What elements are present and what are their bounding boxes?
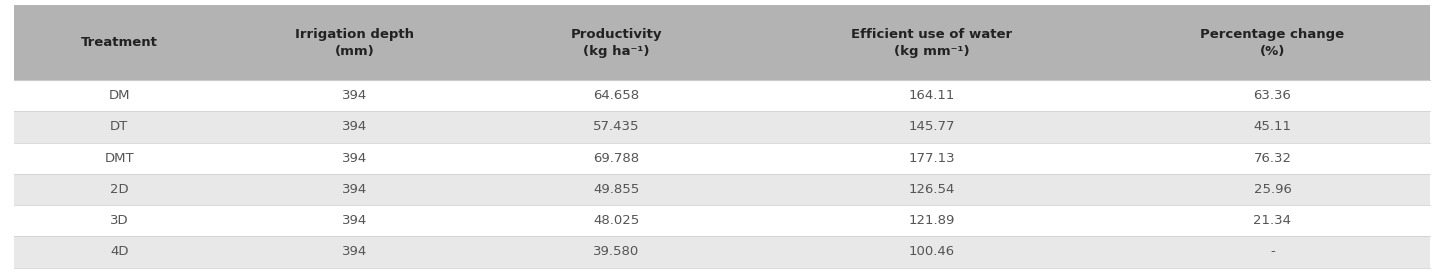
Text: 177.13: 177.13 [908, 152, 954, 165]
Bar [14, 111, 224, 143]
Text: Treatment: Treatment [81, 36, 157, 49]
Bar [224, 174, 485, 205]
Text: 100.46: 100.46 [908, 245, 954, 259]
Text: 4D: 4D [110, 245, 129, 259]
Bar [14, 5, 224, 80]
Bar [14, 174, 224, 205]
Bar [485, 143, 748, 174]
Text: 394: 394 [342, 183, 367, 196]
Text: 49.855: 49.855 [593, 183, 640, 196]
Text: 126.54: 126.54 [908, 183, 954, 196]
Bar [485, 111, 748, 143]
Bar [485, 205, 748, 236]
Bar [748, 205, 1115, 236]
Bar [748, 174, 1115, 205]
Bar [485, 236, 748, 268]
Bar [224, 205, 485, 236]
Text: 45.11: 45.11 [1253, 120, 1291, 133]
Text: 394: 394 [342, 245, 367, 259]
Text: 2D: 2D [110, 183, 129, 196]
Text: Efficient use of water
(kg mm⁻¹): Efficient use of water (kg mm⁻¹) [851, 28, 1012, 58]
Text: 3D: 3D [110, 214, 129, 227]
Bar [224, 236, 485, 268]
Bar [485, 174, 748, 205]
Text: 39.580: 39.580 [593, 245, 640, 259]
Text: 145.77: 145.77 [908, 120, 954, 133]
Text: 76.32: 76.32 [1253, 152, 1291, 165]
Text: Percentage change
(%): Percentage change (%) [1200, 28, 1344, 58]
Text: 64.658: 64.658 [593, 89, 640, 102]
Bar [485, 5, 748, 80]
Text: 394: 394 [342, 89, 367, 102]
Bar [14, 236, 224, 268]
Bar [1115, 5, 1430, 80]
Bar [748, 236, 1115, 268]
Bar [748, 5, 1115, 80]
Text: 25.96: 25.96 [1253, 183, 1291, 196]
Bar [748, 80, 1115, 111]
Text: 394: 394 [342, 120, 367, 133]
Bar [14, 205, 224, 236]
Bar [1115, 143, 1430, 174]
Bar [1115, 111, 1430, 143]
Bar [748, 111, 1115, 143]
Bar [485, 80, 748, 111]
Text: 121.89: 121.89 [908, 214, 954, 227]
Bar [1115, 205, 1430, 236]
Text: 394: 394 [342, 214, 367, 227]
Bar [224, 143, 485, 174]
Text: 21.34: 21.34 [1253, 214, 1291, 227]
Text: 69.788: 69.788 [593, 152, 640, 165]
Text: 63.36: 63.36 [1253, 89, 1291, 102]
Text: 394: 394 [342, 152, 367, 165]
Text: 48.025: 48.025 [593, 214, 640, 227]
Text: -: - [1271, 245, 1275, 259]
Text: DM: DM [108, 89, 130, 102]
Text: DMT: DMT [104, 152, 134, 165]
Bar [1115, 174, 1430, 205]
Bar [224, 5, 485, 80]
Bar [1115, 80, 1430, 111]
Bar [224, 111, 485, 143]
Bar [14, 143, 224, 174]
Text: Productivity
(kg ha⁻¹): Productivity (kg ha⁻¹) [570, 28, 663, 58]
Bar [14, 80, 224, 111]
Text: 164.11: 164.11 [908, 89, 954, 102]
Text: 57.435: 57.435 [593, 120, 640, 133]
Bar [748, 143, 1115, 174]
Bar [1115, 236, 1430, 268]
Bar [224, 80, 485, 111]
Text: DT: DT [110, 120, 129, 133]
Text: Irrigation depth
(mm): Irrigation depth (mm) [295, 28, 414, 58]
